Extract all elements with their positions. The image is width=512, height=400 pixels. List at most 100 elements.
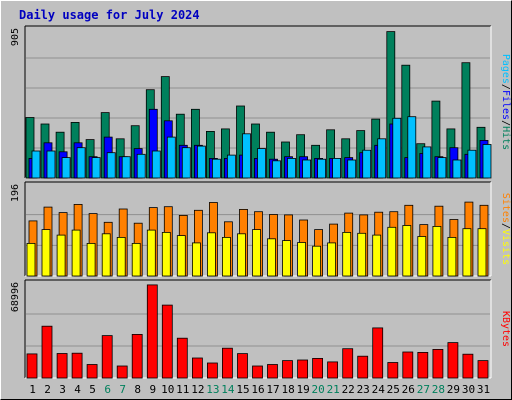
bar-pages-day-19: [302, 159, 312, 179]
bar-visits-day-4: [71, 229, 81, 277]
x-tick-day-13: 13: [206, 383, 219, 396]
x-tick-day-19: 19: [296, 383, 309, 396]
bar-kbytes-day-16: [252, 365, 263, 379]
chart-title: Daily usage for July 2024: [19, 8, 200, 22]
x-tick-day-20: 20: [311, 383, 324, 396]
bar-visits-day-16: [252, 229, 261, 277]
y-max-label-0: 905: [10, 28, 21, 46]
bar-visits-day-6: [101, 233, 111, 277]
x-tick-day-18: 18: [281, 383, 294, 396]
x-tick-day-25: 25: [387, 383, 400, 396]
bar-kbytes-day-21: [327, 361, 339, 379]
bar-kbytes-day-30: [462, 353, 474, 379]
bar-kbytes-day-13: [206, 362, 218, 379]
legend-kbytes: KBytes: [500, 311, 511, 347]
x-tick-day-5: 5: [89, 383, 96, 396]
legend-visits: Visits: [500, 229, 511, 265]
legend-pages: Pages: [500, 54, 511, 84]
legend-separator: /: [500, 223, 511, 229]
bar-pages-day-2: [46, 150, 56, 179]
panel-2: 68996 KBytes: [10, 279, 511, 379]
x-tick-day-12: 12: [191, 383, 204, 396]
bar-visits-day-12: [191, 242, 201, 277]
bar-kbytes-day-29: [447, 342, 459, 379]
x-tick-day-26: 26: [402, 383, 415, 396]
bar-visits-day-25: [387, 226, 397, 277]
bar-kbytes-day-12: [191, 357, 203, 379]
bar-pages-day-8: [136, 153, 146, 179]
bar-pages-day-24: [377, 138, 387, 179]
x-tick-day-10: 10: [161, 383, 174, 396]
x-tick-day-1: 1: [29, 383, 36, 396]
bar-visits-day-14: [221, 236, 231, 277]
bar-visits-day-21: [327, 242, 337, 277]
bar-pages-day-25: [392, 117, 402, 179]
bar-pages-day-20: [317, 158, 327, 179]
bar-pages-day-13: [211, 158, 221, 179]
bar-pages-day-7: [121, 156, 131, 179]
legend-sites: Sites: [500, 193, 511, 223]
legend-hits: Hits: [500, 126, 511, 150]
x-tick-day-11: 11: [176, 383, 189, 396]
bar-pages-day-16: [257, 148, 266, 179]
bar-pages-day-22: [347, 159, 357, 179]
x-tick-day-30: 30: [462, 383, 475, 396]
bar-pages-day-9: [151, 150, 161, 179]
x-tick-day-17: 17: [266, 383, 279, 396]
series-legend-2: KBytes: [500, 311, 511, 347]
x-tick-day-22: 22: [342, 383, 355, 396]
bar-visits-day-15: [237, 233, 246, 277]
x-tick-day-15: 15: [236, 383, 249, 396]
bar-pages-day-17: [272, 160, 281, 179]
x-tick-day-4: 4: [74, 383, 81, 396]
x-tick-day-2: 2: [44, 383, 51, 396]
bar-visits-day-17: [267, 238, 276, 277]
x-tick-day-24: 24: [372, 383, 386, 396]
bar-pages-day-31: [482, 144, 492, 179]
x-tick-day-21: 21: [327, 383, 340, 396]
bar-pages-day-23: [362, 149, 372, 179]
bar-visits-day-1: [26, 242, 36, 277]
bar-kbytes-day-7: [116, 365, 128, 379]
bar-kbytes-day-4: [71, 352, 83, 379]
bar-pages-day-30: [467, 149, 477, 179]
bar-pages-day-28: [437, 157, 447, 179]
bar-kbytes-day-18: [282, 360, 293, 379]
bar-kbytes-day-17: [267, 364, 278, 379]
bar-visits-day-26: [402, 225, 412, 277]
bar-visits-day-31: [477, 228, 487, 277]
bar-kbytes-day-2: [41, 325, 53, 379]
bar-kbytes-day-23: [357, 355, 369, 379]
bar-kbytes-day-20: [312, 357, 324, 379]
bar-kbytes-day-15: [237, 353, 248, 379]
bar-visits-day-24: [372, 234, 382, 277]
bar-kbytes-day-28: [432, 348, 444, 379]
bar-visits-day-5: [86, 242, 96, 277]
x-tick-day-23: 23: [357, 383, 370, 396]
bar-visits-day-10: [161, 231, 171, 277]
bar-pages-day-4: [76, 147, 86, 179]
bar-kbytes-day-9: [146, 284, 158, 379]
bar-pages-day-27: [422, 146, 432, 179]
x-tick-day-27: 27: [417, 383, 430, 396]
bar-kbytes-day-8: [131, 333, 143, 379]
bar-kbytes-day-26: [402, 351, 414, 379]
bar-kbytes-day-24: [372, 327, 384, 379]
bar-visits-day-2: [41, 229, 51, 277]
bar-kbytes-day-31: [477, 360, 489, 379]
bar-pages-day-14: [226, 154, 236, 179]
bar-kbytes-day-19: [297, 359, 309, 379]
x-tick-day-6: 6: [104, 383, 111, 396]
bar-visits-day-9: [146, 229, 156, 277]
bar-pages-day-10: [166, 136, 176, 179]
bar-pages-day-26: [407, 116, 417, 179]
bar-kbytes-day-3: [56, 353, 68, 379]
y-max-label-2: 68996: [10, 282, 21, 312]
x-tick-day-31: 31: [477, 383, 490, 396]
series-legend-1: Sites/Visits: [500, 193, 511, 265]
bar-kbytes-day-11: [176, 337, 188, 379]
x-tick-day-14: 14: [221, 383, 235, 396]
bar-kbytes-day-14: [221, 347, 233, 379]
